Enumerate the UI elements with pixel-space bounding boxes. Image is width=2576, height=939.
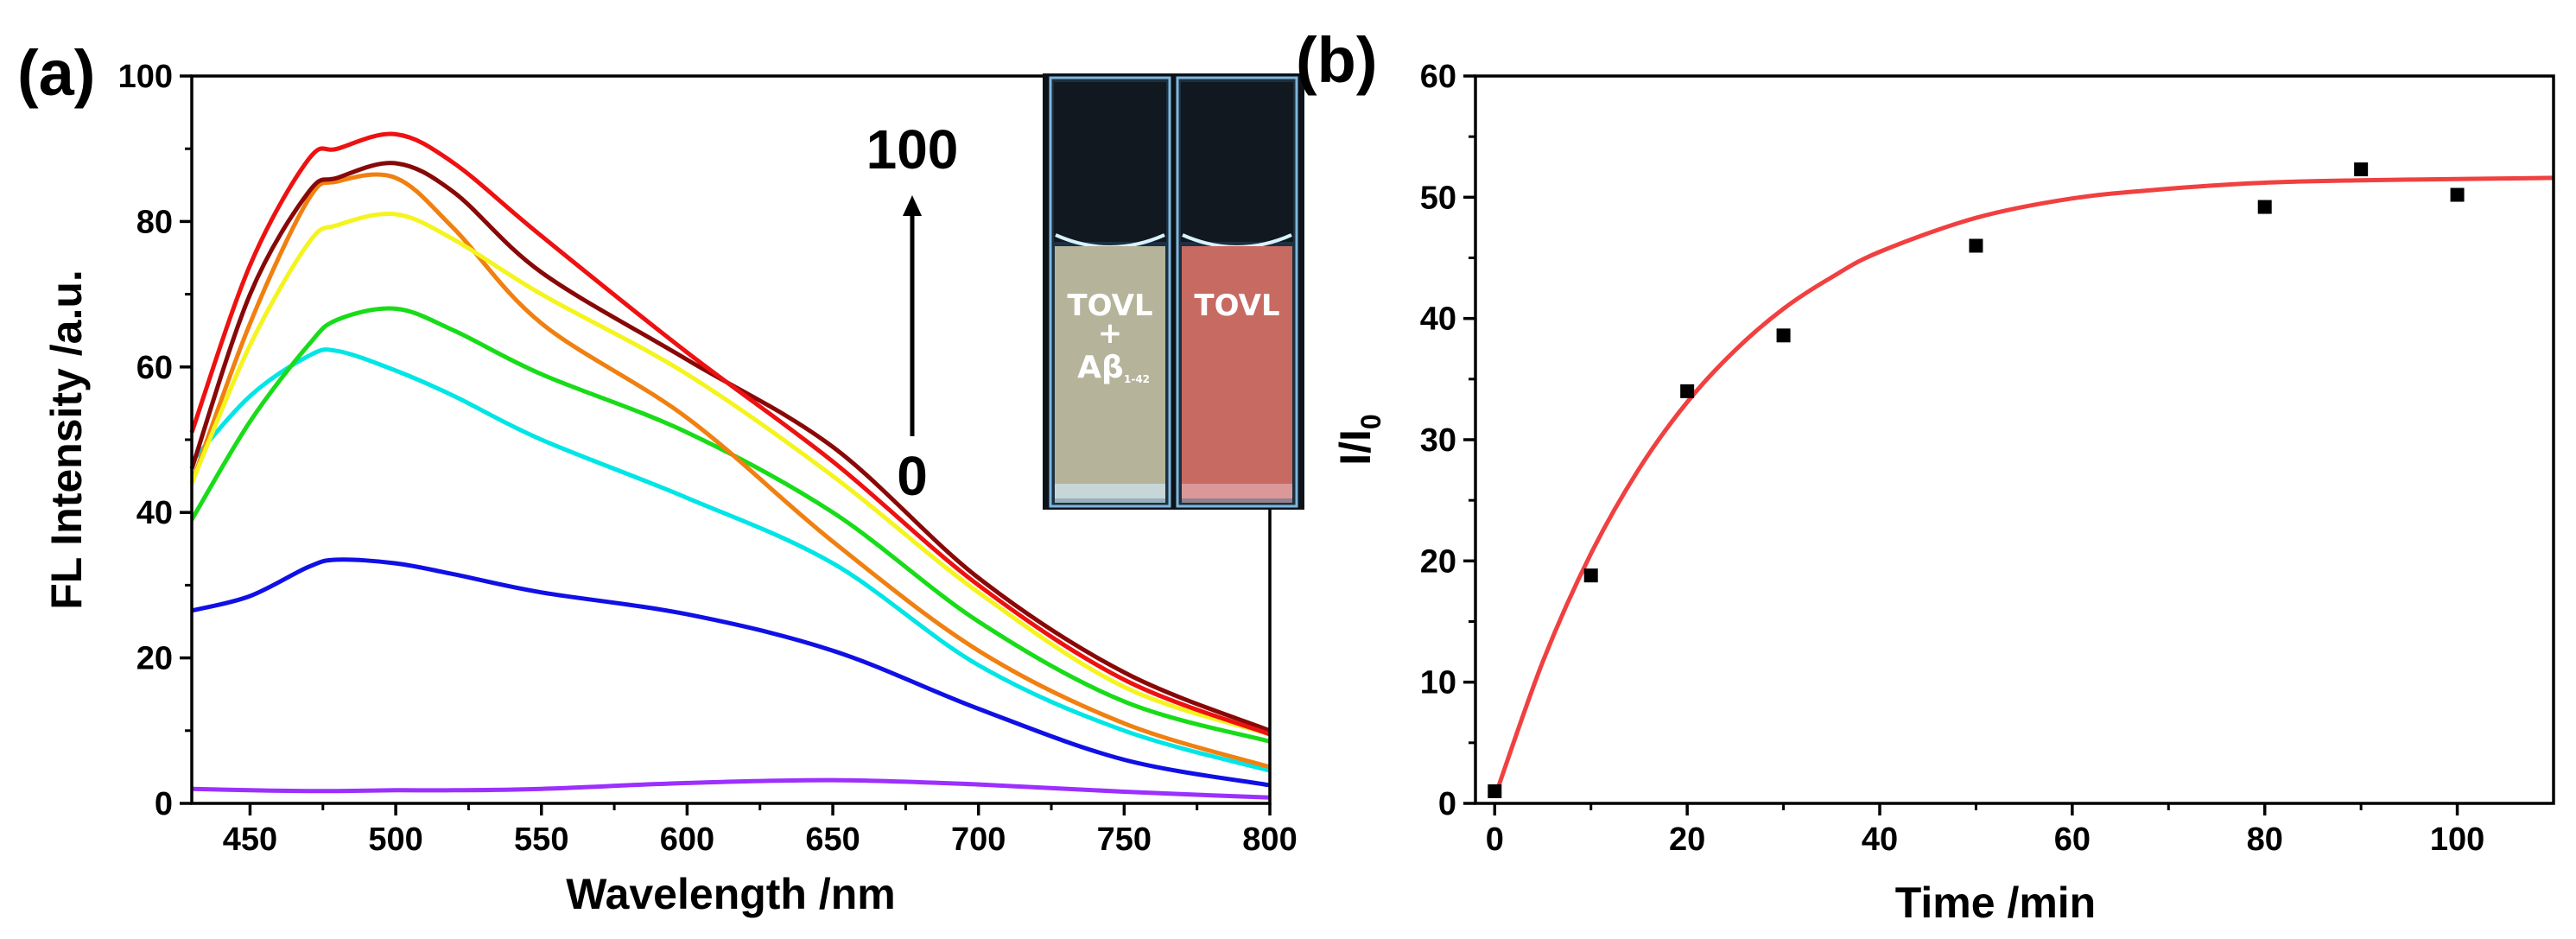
left-cuvette-label-line2: + [1098, 316, 1123, 351]
panel-b-y-axis-title-subscript: 0 [1355, 414, 1386, 429]
panel-b-y-tick-label: 0 [1438, 786, 1456, 822]
spectrum-line-2 [191, 557, 1271, 788]
panel-a-y-tick-label: 60 [136, 350, 173, 386]
panel-b-x-ticks: 0 20 40 60 80 100 [1486, 803, 2484, 858]
panel-a-x-tick-label: 600 [660, 822, 714, 858]
spectrum-line-4 [189, 306, 1271, 744]
spectrum-line-8 [189, 131, 1271, 737]
panel-a-x-tick-label: 700 [951, 822, 1006, 858]
panel-b-y-ticks: 0 10 20 30 40 50 60 [1420, 59, 1475, 822]
panel-b: (b) 0 20 40 60 80 100 0 10 20 30 40 50 60 Time /min… [1296, 24, 2555, 927]
data-point-marker [2450, 187, 2465, 202]
right-cuvette-solution [1182, 246, 1292, 498]
data-point-marker [1488, 784, 1502, 798]
left-cuvette: TOVL + Aβ 1-42 [1049, 76, 1171, 508]
panel-a-y-tick-label: 80 [136, 204, 173, 240]
data-point-marker [1680, 384, 1695, 398]
panel-a-series-group [189, 131, 1271, 800]
right-cuvette-base [1182, 484, 1292, 503]
panel-a-x-axis-title: Wavelength /nm [566, 870, 896, 918]
panel-a-label: (a) [17, 37, 95, 109]
panel-a-y-tick-label: 40 [136, 495, 173, 531]
panel-a-x-ticks: 450 500 550 600 650 700 750 800 [223, 803, 1298, 858]
panel-b-y-tick-label: 40 [1420, 301, 1456, 338]
panel-a-x-tick-label: 550 [514, 822, 568, 858]
panel-a-y-ticks: 0 20 40 60 80 100 [118, 59, 192, 822]
panel-a-y-tick-label: 20 [136, 641, 173, 677]
panel-b-x-tick-label: 80 [2247, 822, 2283, 858]
panel-b-x-tick-label: 0 [1486, 822, 1504, 858]
right-cuvette: TOVL [1176, 76, 1298, 508]
cuvette-photo-inset: TOVL + Aβ 1-42 TOVL [1043, 73, 1304, 510]
panel-b-x-axis-title: Time /min [1895, 879, 2096, 927]
spectrum-line-5 [189, 172, 1271, 770]
panel-b-x-tick-label: 100 [2430, 822, 2484, 858]
panel-b-plot-frame [1474, 74, 2555, 805]
panel-b-y-axis-title-text: I/I [1331, 429, 1380, 466]
panel-b-y-axis-title-main: I/I0 [1331, 414, 1386, 465]
left-cuvette-label-line1: TOVL [1067, 289, 1152, 323]
panel-b-y-axis-title: I/I0 [1331, 414, 1386, 465]
arrow-bottom-label: 0 [897, 445, 928, 507]
left-cuvette-label-line3: Aβ [1077, 350, 1124, 385]
panel-b-y-tick-label: 50 [1420, 180, 1456, 216]
spectrum-line-3 [190, 347, 1271, 773]
panel-a-x-tick-label: 800 [1242, 822, 1297, 858]
panel-a-y-axis-title: FL Intensity /a.u. [42, 270, 91, 610]
data-point-marker [1969, 238, 1983, 253]
data-point-marker [2257, 200, 2272, 214]
arrow-top-label: 100 [866, 118, 959, 181]
panel-b-x-tick-label: 40 [1862, 822, 1898, 858]
spectrum-line-1 [191, 777, 1271, 800]
panel-a-y-tick-label: 0 [155, 786, 173, 822]
panel-b-fit-group [1492, 175, 2554, 798]
right-cuvette-label: TOVL [1194, 289, 1279, 323]
panel-b-x-tick-label: 60 [2054, 822, 2091, 858]
data-point-marker [1583, 568, 1598, 583]
data-point-marker [1776, 328, 1791, 343]
right-cuvette-dark-top [1181, 82, 1293, 242]
panel-a-x-tick-label: 500 [368, 822, 422, 858]
concentration-arrow-head-icon [903, 195, 922, 216]
panel-b-y-tick-label: 60 [1420, 59, 1456, 95]
spectrum-line-6 [189, 212, 1271, 737]
fit-curve-line [1492, 175, 2554, 798]
panel-b-y-tick-label: 10 [1420, 665, 1456, 701]
panel-a-y-tick-label: 100 [118, 59, 173, 95]
concentration-arrow-annotation: 100 0 [866, 118, 959, 507]
panel-a-x-tick-label: 750 [1097, 822, 1152, 858]
panel-b-y-tick-label: 30 [1420, 422, 1456, 459]
data-point-marker [2354, 162, 2369, 177]
left-cuvette-label-subscript: 1-42 [1124, 373, 1150, 385]
spectrum-line-7 [189, 161, 1271, 733]
panel-b-x-tick-label: 20 [1669, 822, 1705, 858]
left-cuvette-dark-top [1054, 82, 1166, 242]
panel-a: (a) 450 500 550 600 650 700 750 800 0 20 40 60 80 10… [17, 37, 1304, 918]
panel-b-y-tick-label: 20 [1420, 543, 1456, 580]
panel-b-points-group [1488, 162, 2465, 798]
panel-a-x-tick-label: 650 [805, 822, 860, 858]
left-cuvette-solution [1055, 246, 1165, 498]
left-cuvette-base [1055, 484, 1165, 503]
panel-a-x-tick-label: 450 [223, 822, 277, 858]
panel-b-label: (b) [1296, 24, 1378, 96]
